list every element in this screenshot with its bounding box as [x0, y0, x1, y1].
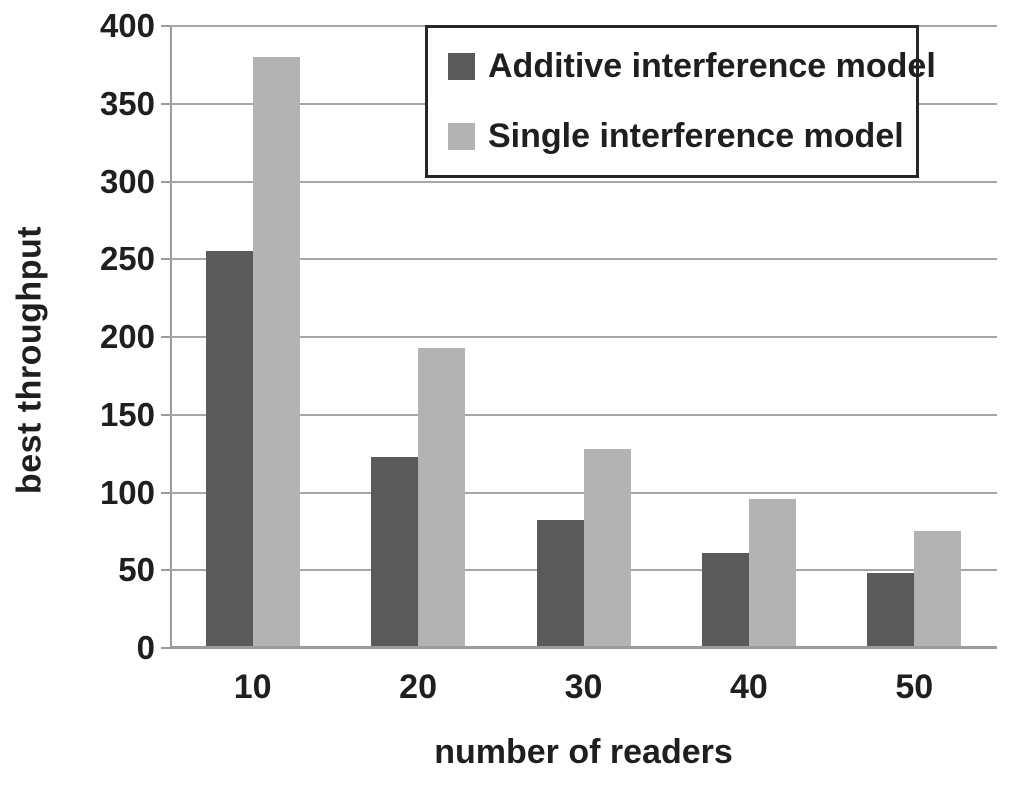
y-tick-mark: [161, 491, 170, 494]
y-tick-label-250: 250: [99, 240, 155, 278]
y-tick-mark: [161, 25, 170, 27]
y-tick-label-400: 400: [99, 7, 155, 44]
legend-swatch-icon: [448, 122, 475, 150]
x-tick-label-50: 50: [895, 668, 934, 706]
gridline-300: [170, 180, 997, 183]
y-axis-title: best throughput: [10, 225, 49, 495]
legend-item-additive: Additive interference model: [448, 47, 936, 86]
bar-additive-40: [701, 553, 749, 648]
y-tick-label-100: 100: [99, 473, 155, 511]
x-tick-label-40: 40: [729, 668, 768, 706]
bar-additive-50: [867, 573, 915, 648]
bar-additive-10: [205, 251, 253, 648]
y-tick-label-200: 200: [99, 318, 155, 355]
y-tick-label-50: 50: [118, 551, 155, 589]
bar-additive-30: [536, 520, 584, 648]
x-tick-label-30: 30: [564, 668, 603, 706]
legend-label: Single interference model: [488, 116, 904, 155]
y-tick-label-350: 350: [99, 84, 155, 122]
legend-swatch-icon: [448, 53, 475, 81]
y-tick-mark: [161, 336, 170, 338]
y-tick-label-150: 150: [99, 395, 155, 433]
y-tick-mark: [161, 413, 170, 416]
x-tick-label-10: 10: [233, 668, 272, 706]
x-tick-label-20: 20: [399, 668, 437, 706]
plot-area: [170, 25, 997, 649]
bar-single-50: [914, 531, 962, 648]
gridline-150: [170, 413, 997, 416]
x-axis-line: [170, 646, 997, 649]
bar-single-30: [583, 448, 631, 648]
bar-single-10: [252, 57, 300, 648]
x-axis-title: number of readers: [434, 733, 733, 771]
y-tick-label-0: 0: [136, 629, 155, 666]
y-tick-mark: [161, 647, 170, 649]
bar-single-20: [418, 347, 466, 648]
legend-label: Additive interference model: [488, 47, 936, 86]
gridline-250: [170, 258, 997, 261]
legend-item-single: Single interference model: [448, 117, 916, 156]
y-tick-mark: [161, 569, 170, 572]
y-tick-mark: [161, 180, 170, 183]
y-tick-label-300: 300: [99, 162, 155, 200]
y-tick-mark: [161, 102, 170, 105]
gridline-200: [170, 336, 997, 338]
legend: Additive interference model Single interf…: [425, 25, 936, 178]
y-tick-mark: [161, 258, 170, 261]
bar-additive-20: [371, 456, 419, 648]
bar-single-40: [748, 498, 796, 648]
